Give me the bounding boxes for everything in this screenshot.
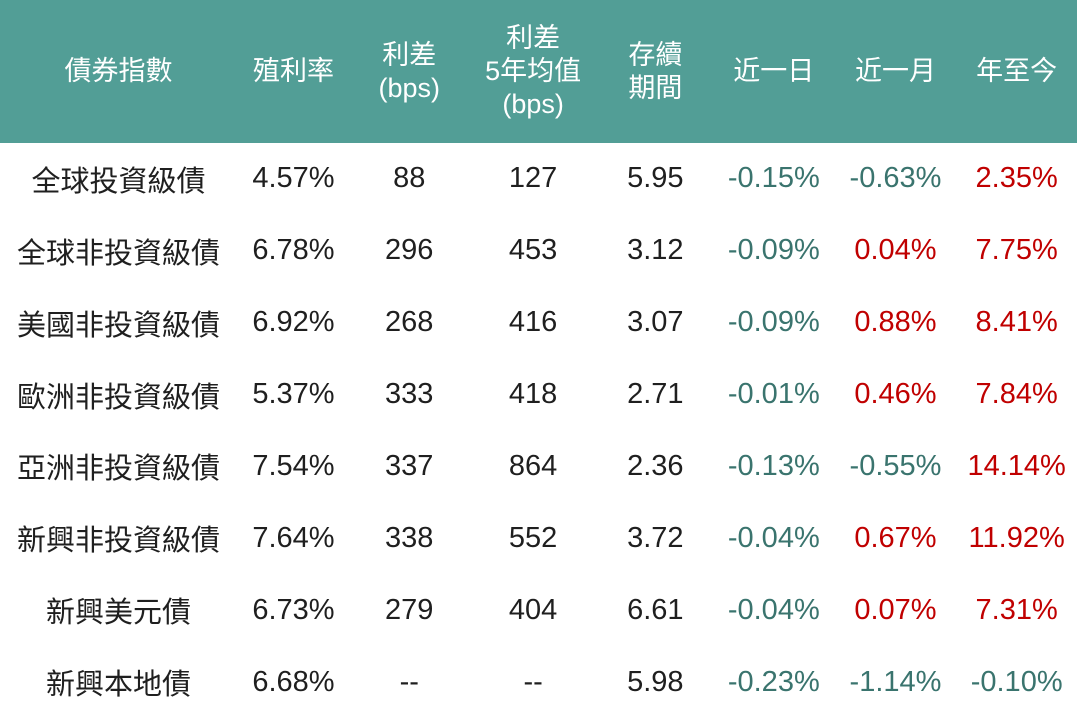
- column-header-duration: 存續 期間: [628, 39, 683, 103]
- column-header-change-1m: 近一月: [854, 56, 936, 87]
- cell-duration: 3.12: [627, 234, 684, 267]
- cell-change-1m: 0.07%: [854, 593, 937, 626]
- cell-spread-5y-avg-bps: 416: [508, 306, 558, 339]
- cell-spread-bps: 333: [385, 378, 434, 411]
- table-row: 美國非投資級債 6.92% 268 416 3.07 -0.09% 0.88% 8.41%: [0, 287, 1077, 359]
- cell-duration: 5.98: [627, 665, 684, 698]
- cell-yield: 5.37%: [252, 378, 335, 411]
- cell-spread-bps: 337: [385, 449, 434, 482]
- cell-change-ytd: 11.92%: [968, 521, 1065, 554]
- cell-yield: 7.54%: [252, 449, 335, 482]
- cell-change-1m: 0.88%: [854, 306, 937, 339]
- cell-bond-index: 美國非投資級債: [16, 309, 220, 342]
- cell-spread-5y-avg-bps: 864: [508, 449, 558, 482]
- cell-bond-index: 新興本地債: [45, 669, 191, 702]
- cell-yield: 6.78%: [252, 234, 335, 267]
- cell-duration: 6.61: [627, 593, 684, 626]
- cell-bond-index: 新興非投資級債: [16, 525, 220, 558]
- cell-spread-5y-avg-bps: 418: [508, 378, 558, 411]
- cell-change-1m: 0.04%: [854, 234, 937, 267]
- cell-spread-5y-avg-bps: 404: [508, 593, 558, 626]
- cell-change-1m: 0.46%: [854, 378, 937, 411]
- cell-change-1d: -0.13%: [727, 449, 820, 482]
- table-row: 亞洲非投資級債 7.54% 337 864 2.36 -0.13% -0.55% 14.14%: [0, 431, 1077, 503]
- table-row: 全球投資級債 4.57% 88 127 5.95 -0.15% -0.63% 2.35%: [0, 143, 1077, 215]
- cell-change-1d: -0.01%: [727, 378, 820, 411]
- table-row: 全球非投資級債 6.78% 296 453 3.12 -0.09% 0.04% 7.75%: [0, 215, 1077, 287]
- cell-change-1d: -0.15%: [727, 162, 820, 195]
- cell-change-1d: -0.09%: [727, 306, 820, 339]
- cell-change-ytd: 7.84%: [975, 378, 1058, 411]
- table-row: 新興非投資級債 7.64% 338 552 3.72 -0.04% 0.67% 11.92%: [0, 502, 1077, 574]
- cell-bond-index: 歐洲非投資級債: [16, 381, 220, 414]
- cell-spread-bps: 296: [385, 234, 434, 267]
- cell-spread-5y-avg-bps: 552: [508, 521, 558, 554]
- cell-duration: 3.07: [627, 306, 684, 339]
- cell-yield: 4.57%: [252, 162, 335, 195]
- cell-bond-index: 亞洲非投資級債: [16, 453, 220, 486]
- cell-change-ytd: 2.35%: [975, 162, 1058, 195]
- cell-spread-bps: --: [399, 665, 419, 698]
- cell-duration: 3.72: [627, 521, 684, 554]
- table-row: 歐洲非投資級債 5.37% 333 418 2.71 -0.01% 0.46% 7.84%: [0, 359, 1077, 431]
- cell-spread-5y-avg-bps: --: [523, 665, 543, 698]
- cell-change-ytd: 7.31%: [975, 593, 1058, 626]
- cell-spread-bps: 338: [385, 521, 434, 554]
- cell-bond-index: 全球非投資級債: [16, 237, 220, 270]
- cell-bond-index: 全球投資級債: [31, 165, 206, 198]
- cell-yield: 6.73%: [252, 593, 335, 626]
- cell-yield: 7.64%: [252, 521, 335, 554]
- cell-change-ytd: -0.10%: [970, 665, 1063, 698]
- cell-change-1d: -0.04%: [727, 521, 820, 554]
- cell-spread-bps: 268: [385, 306, 434, 339]
- cell-change-1m: 0.67%: [854, 521, 937, 554]
- header-row: 債券指數 殖利率 利差 (bps) 利差 5年均值 (bps) 存續 期間 近一日 近一月 年…: [0, 0, 1077, 143]
- cell-duration: 5.95: [627, 162, 684, 195]
- column-header-spread-bps: 利差 (bps): [378, 39, 440, 103]
- cell-change-ytd: 14.14%: [967, 449, 1066, 482]
- cell-yield: 6.68%: [252, 665, 335, 698]
- cell-duration: 2.36: [627, 449, 684, 482]
- cell-spread-bps: 88: [393, 162, 426, 195]
- column-header-change-ytd: 年至今: [976, 56, 1058, 87]
- cell-change-1d: -0.23%: [727, 665, 820, 698]
- cell-bond-index: 新興美元債: [45, 597, 191, 630]
- cell-spread-5y-avg-bps: 453: [508, 234, 558, 267]
- cell-spread-5y-avg-bps: 127: [508, 162, 558, 195]
- cell-change-1d: -0.09%: [727, 234, 820, 267]
- cell-change-1m: -0.55%: [849, 449, 942, 482]
- cell-change-1m: -1.14%: [849, 665, 942, 698]
- table-row: 新興美元債 6.73% 279 404 6.61 -0.04% 0.07% 7.31%: [0, 574, 1077, 646]
- cell-duration: 2.71: [627, 378, 684, 411]
- cell-change-ytd: 8.41%: [975, 306, 1058, 339]
- cell-change-1m: -0.63%: [849, 162, 942, 195]
- column-header-change-1d: 近一日: [733, 56, 815, 87]
- cell-yield: 6.92%: [252, 306, 335, 339]
- table-row: 新興本地債 6.68% -- -- 5.98 -0.23% -1.14% -0.10%: [0, 646, 1077, 718]
- cell-change-ytd: 7.75%: [975, 234, 1058, 267]
- cell-change-1d: -0.04%: [727, 593, 820, 626]
- column-header-spread-5y-avg-bps: 利差 5年均值 (bps): [485, 23, 582, 119]
- cell-spread-bps: 279: [385, 593, 434, 626]
- column-header-yield: 殖利率: [252, 56, 334, 87]
- column-header-bond-index: 債券指數: [64, 56, 173, 87]
